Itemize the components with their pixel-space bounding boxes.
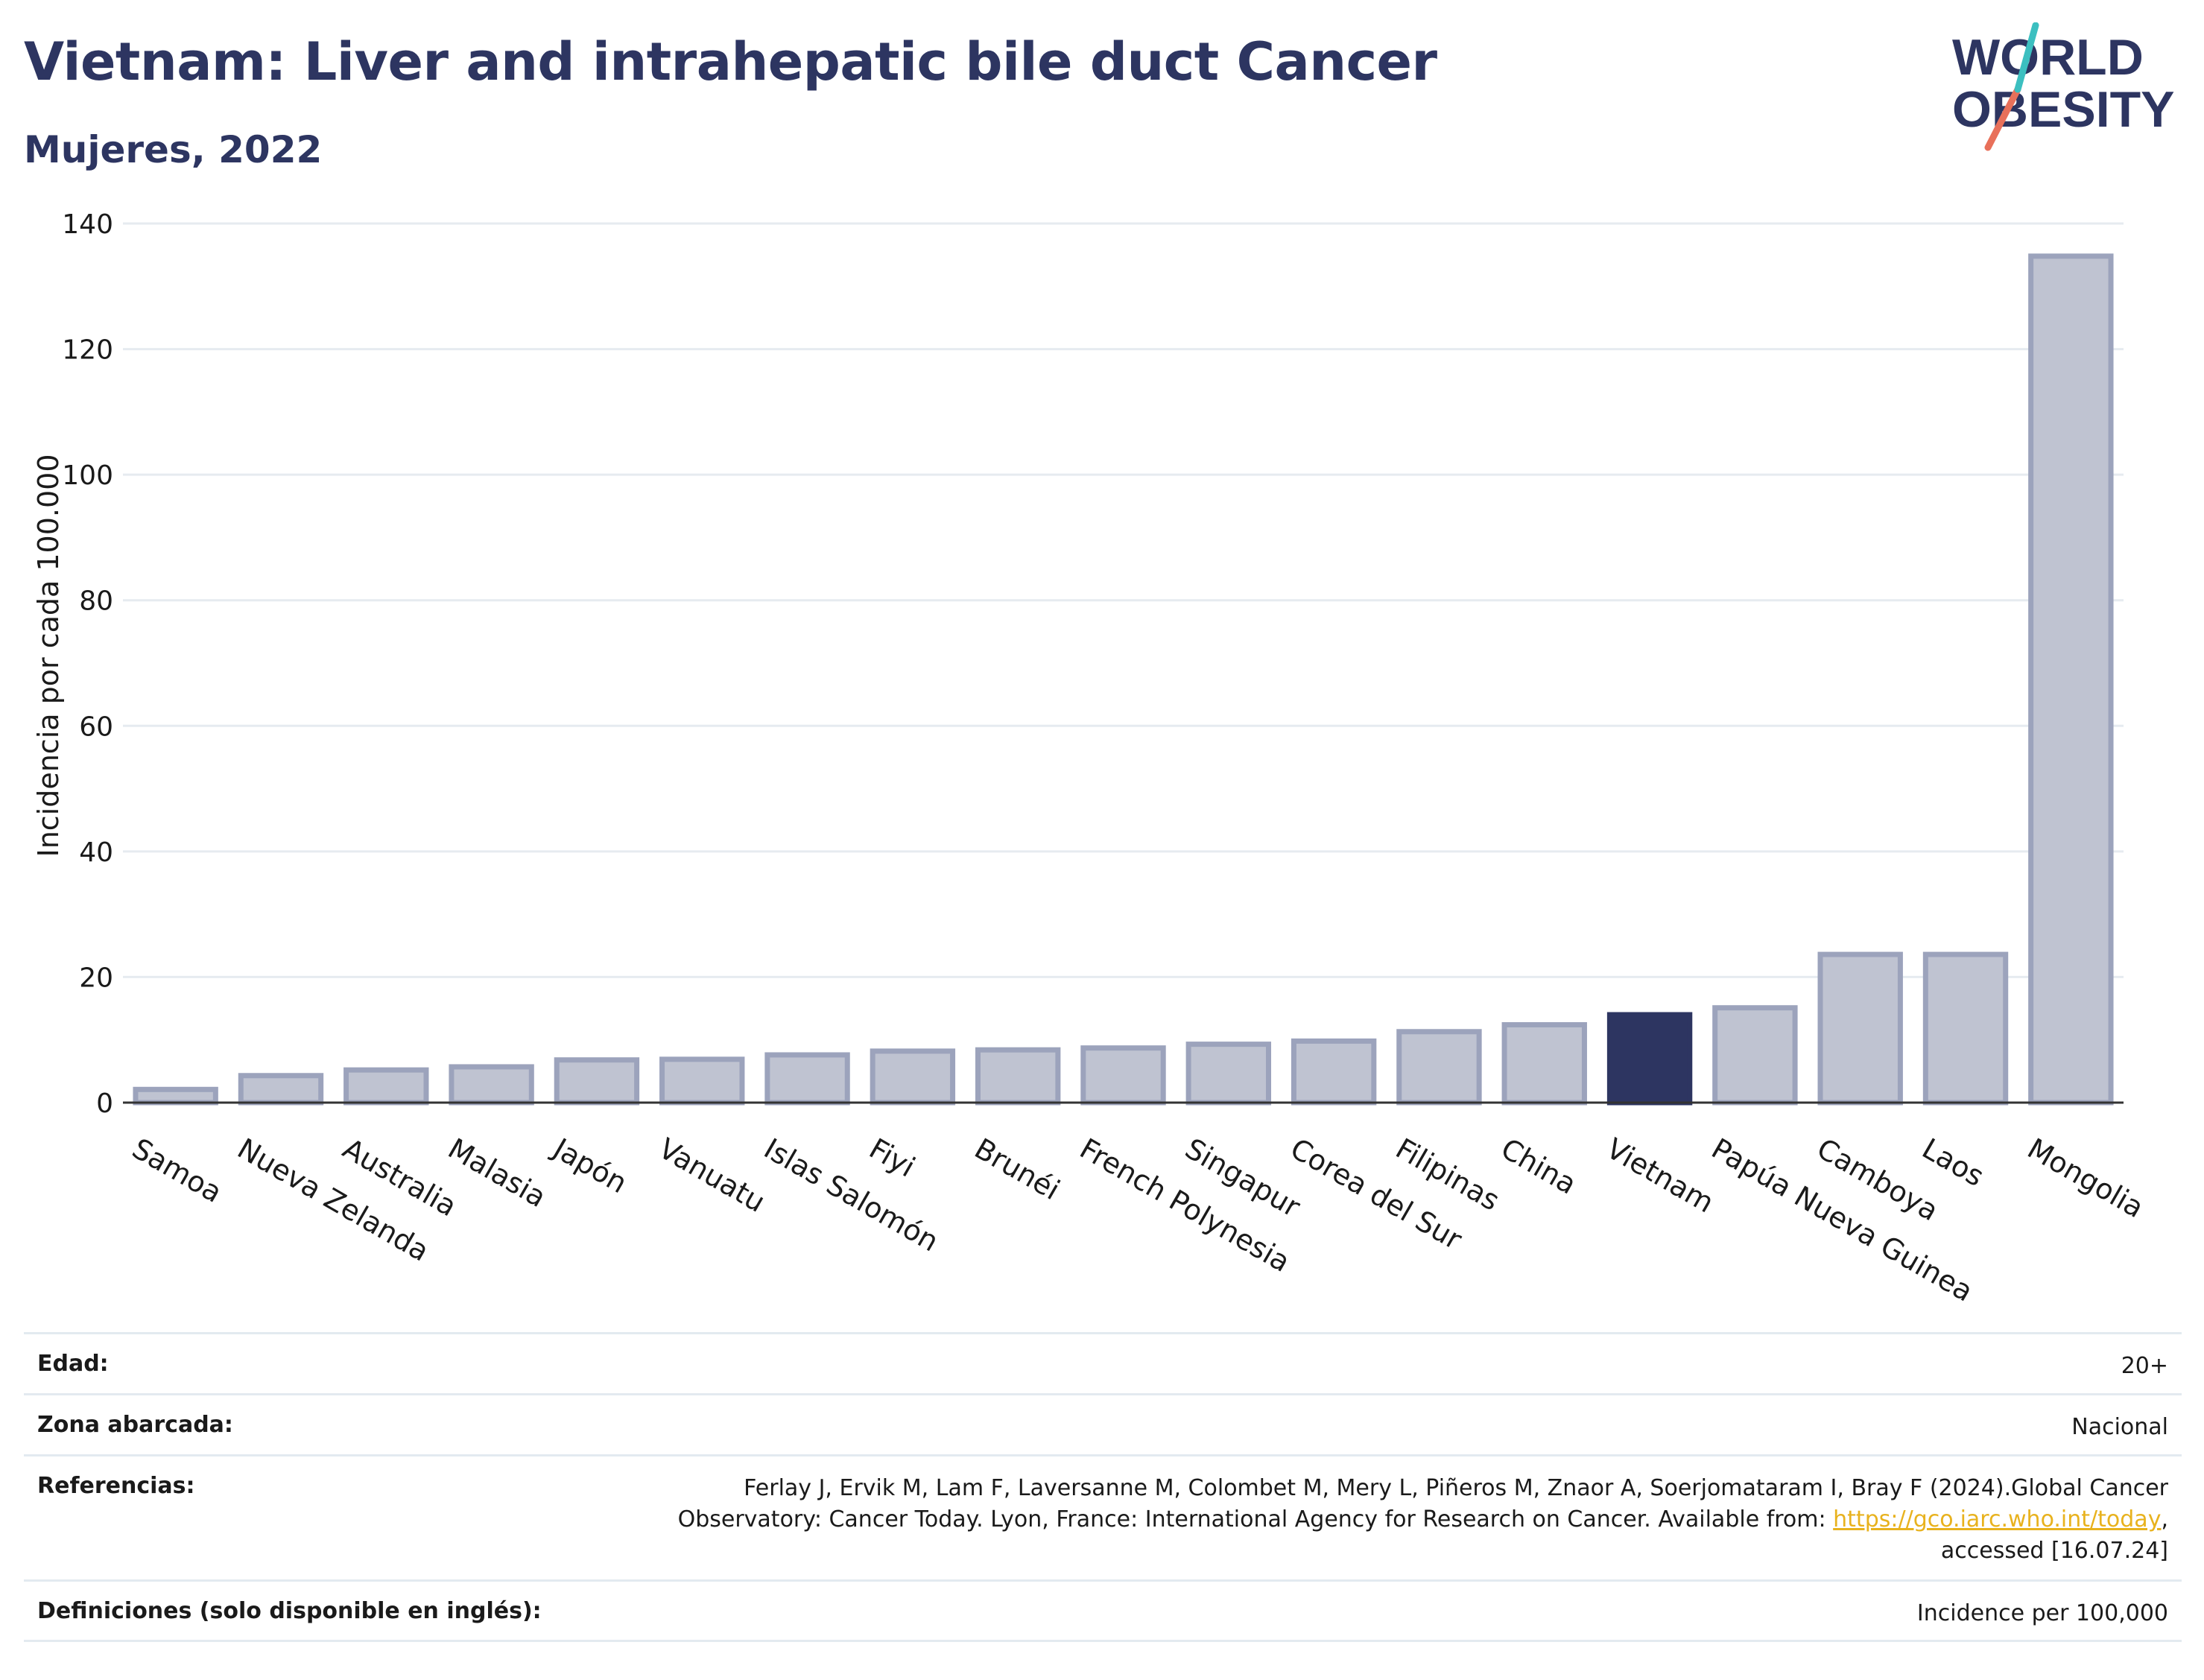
bar-camboya [1817,951,1903,1106]
references-value: Ferlay J, Ervik M, Lam F, Laversanne M, … [678,1473,2168,1567]
bar-french-polynesia [1080,1045,1166,1106]
x-tick-label: Vietnam [1600,1132,1719,1219]
x-tick-label: Malasia [443,1132,551,1214]
x-tick-label: China [1495,1132,1582,1200]
bar-corea-del-sur [1291,1038,1377,1106]
bar-china [1501,1021,1587,1106]
age-value: 20+ [2121,1353,2168,1379]
bar-papúa-nueva-guinea [1712,1005,1798,1106]
y-axis-ticks: 0 20 40 60 80 100 120 140 [62,209,113,1119]
y-tick-label: 20 [79,963,113,993]
bar-nueva-zelanda [238,1073,324,1106]
meta-row-age: Edad: 20+ [24,1332,2182,1393]
logo-slash-lower [1984,86,2021,151]
logo-word-1: WORLD [1952,29,2144,86]
y-tick-label: 140 [62,209,113,240]
world-obesity-logo: WORLD OBESITY [1952,22,2175,151]
y-tick-label: 40 [79,837,113,868]
y-axis-label: Incidencia por cada 100.000 [32,454,65,857]
bar-singapur [1185,1042,1272,1106]
grid-lines [123,222,2124,978]
bar-mongolia [2028,253,2114,1106]
reference-line-2: Observatory: Cancer Today. Lyon, France:… [677,1506,1834,1532]
bar-vanuatu [659,1056,745,1106]
bar-fiyi [870,1048,956,1106]
bar-malasia [449,1064,534,1106]
bar-laos [1922,951,2009,1106]
bars [133,253,2114,1106]
page-subtitle: Mujeres, 2022 [24,128,323,171]
bar-brunéi [975,1047,1061,1106]
zone-label: Zona abarcada: [37,1412,233,1438]
definitions-value: Incidence per 100,000 [1916,1600,2168,1626]
meta-row-zone: Zona abarcada: Nacional [24,1393,2182,1454]
bar-filipinas [1396,1029,1482,1106]
x-tick-label: Japón [547,1131,633,1199]
bar-chart: 0 20 40 60 80 100 120 140 Samoa Nueva ZelandaAus… [32,209,2150,1308]
x-tick-label: Vanuatu [653,1132,771,1218]
x-tick-label: Samoa [127,1132,227,1209]
bar-japón [554,1057,640,1106]
reference-line-1: Ferlay J, Ervik M, Lam F, Laversanne M, … [744,1475,2168,1501]
x-tick-label: Islas Salomón [759,1132,944,1258]
x-tick-label: Brunéi [969,1132,1065,1206]
reference-link[interactable]: https://gco.iarc.who.int/today [1833,1506,2162,1532]
age-label: Edad: [37,1351,109,1377]
page-title: Vietnam: Liver and intrahepatic bile duc… [24,31,1437,92]
logo-word-2: OBESITY [1952,81,2175,138]
x-tick-label: Laos [1916,1132,1989,1193]
y-tick-label: 60 [79,711,113,742]
meta-row-references: Referencias: Ferlay J, Ervik M, Lam F, L… [24,1454,2182,1579]
x-tick-label: Nueva Zelanda [232,1132,434,1267]
bar-islas-salomón [764,1052,850,1106]
references-label: Referencias: [37,1473,195,1499]
meta-row-definitions: Definiciones (solo disponible en inglés)… [24,1579,2182,1642]
definitions-label: Definiciones (solo disponible en inglés)… [37,1598,542,1624]
bar-samoa [133,1086,218,1106]
bar-vietnam [1606,1012,1693,1106]
logo-slash-upper [2014,22,2039,93]
y-tick-label: 120 [62,335,113,366]
y-tick-label: 0 [96,1088,113,1119]
reference-comma: , [2161,1506,2168,1532]
bar-australia [343,1067,429,1106]
x-tick-label: Mongolia [2022,1132,2150,1224]
zone-value: Nacional [2071,1414,2168,1440]
y-tick-label: 100 [62,460,113,491]
y-tick-label: 80 [79,586,113,617]
reference-line-3: accessed [16.07.24] [1940,1538,2168,1564]
metadata-table: Edad: 20+ Zona abarcada: Nacional Refere… [24,1332,2182,1642]
x-tick-label: Fiyi [864,1132,920,1183]
